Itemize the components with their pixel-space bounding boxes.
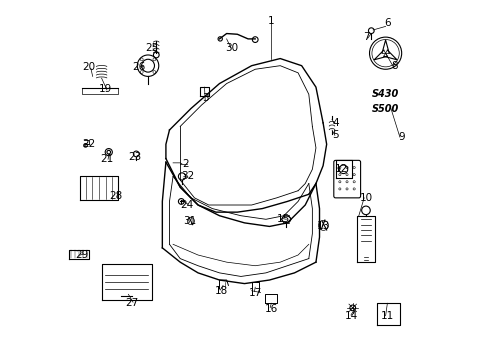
Text: 7: 7	[362, 32, 368, 42]
Text: 26: 26	[132, 63, 145, 72]
Text: 27: 27	[125, 298, 138, 308]
Text: 25: 25	[145, 43, 158, 53]
Text: 31: 31	[183, 216, 197, 226]
Text: 14: 14	[345, 311, 358, 321]
Text: 4: 4	[332, 118, 338, 128]
Text: 22: 22	[81, 139, 95, 149]
Text: 24: 24	[181, 200, 194, 210]
Text: 1: 1	[267, 16, 274, 26]
Text: 30: 30	[225, 43, 238, 53]
Text: 2: 2	[182, 159, 188, 169]
Text: 32: 32	[181, 171, 194, 181]
Text: 23: 23	[128, 152, 141, 162]
Text: 18: 18	[214, 286, 227, 296]
Text: 6: 6	[383, 18, 390, 28]
Text: 5: 5	[332, 130, 338, 140]
Text: 3: 3	[202, 93, 208, 103]
Text: 20: 20	[82, 63, 96, 72]
Text: 19: 19	[99, 84, 112, 94]
Text: 12: 12	[334, 164, 347, 174]
Text: 13: 13	[316, 221, 329, 231]
Text: 28: 28	[109, 191, 122, 201]
Text: S500: S500	[371, 104, 398, 113]
Text: 8: 8	[390, 61, 397, 71]
Text: 29: 29	[75, 250, 88, 260]
Text: 15: 15	[277, 214, 290, 224]
Text: 21: 21	[100, 154, 113, 163]
Text: 11: 11	[380, 311, 393, 321]
Text: 16: 16	[264, 303, 277, 314]
FancyBboxPatch shape	[333, 160, 360, 198]
Text: S430: S430	[371, 89, 398, 99]
Text: 10: 10	[359, 193, 372, 203]
Text: 17: 17	[248, 288, 261, 297]
Text: 9: 9	[398, 132, 404, 142]
